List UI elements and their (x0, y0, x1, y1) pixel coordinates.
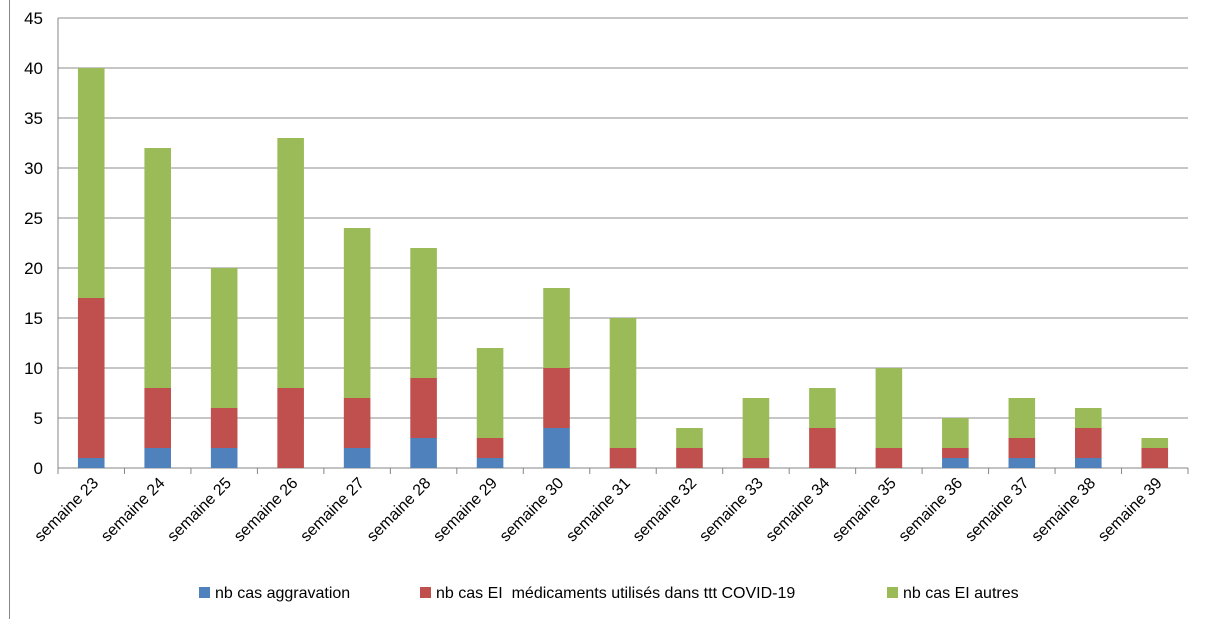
y-tick-label: 5 (34, 409, 43, 428)
legend-label-series-2: nb cas EI médicaments utilisés dans ttt … (436, 585, 795, 602)
legend-swatch-series-2 (420, 587, 431, 598)
bar-segment-series-2 (609, 448, 637, 468)
bar-segment-series-3 (942, 418, 969, 448)
bar-segment-series-3 (809, 388, 836, 428)
bar-segment-series-2 (277, 388, 304, 468)
y-tick-label: 30 (24, 159, 43, 178)
x-tick-label: semaine 31 (563, 475, 634, 546)
bar-segment-series-1 (144, 448, 171, 468)
x-tick-label: semaine 37 (962, 475, 1033, 546)
y-tick-label: 0 (34, 459, 43, 478)
bar-segment-series-2 (77, 298, 105, 458)
bar-segment-series-2 (410, 378, 437, 438)
bar-segment-series-2 (942, 448, 969, 458)
bar-segment-series-2 (676, 448, 703, 468)
bar-segment-series-2 (1141, 448, 1169, 468)
y-tick-label: 45 (24, 9, 43, 28)
bar-segment-series-2 (144, 388, 171, 448)
bars (77, 68, 1169, 468)
legend-swatch-series-3 (887, 587, 898, 598)
bar-segment-series-3 (676, 428, 703, 448)
y-tick-label: 40 (24, 59, 43, 78)
bar-segment-series-1 (410, 438, 437, 468)
x-tick-label: semaine 25 (164, 475, 235, 546)
legend: nb cas aggravation nb cas EI médicaments … (199, 585, 1019, 602)
left-border-line (9, 0, 10, 619)
bar-segment-series-3 (343, 228, 371, 398)
bar-segment-series-2 (476, 438, 504, 458)
bar-segment-series-2 (875, 448, 903, 468)
bar-segment-series-3 (410, 248, 437, 378)
bar-segment-series-3 (277, 138, 304, 388)
bar-segment-series-3 (543, 288, 570, 368)
bar-segment-series-3 (1075, 408, 1102, 428)
bar-segment-series-3 (742, 398, 770, 458)
bar-segment-series-1 (210, 448, 238, 468)
gridlines (57, 17, 1188, 469)
bar-segment-series-1 (1008, 458, 1036, 468)
x-tick-label: semaine 36 (896, 475, 967, 546)
y-tick-label: 25 (24, 209, 43, 228)
x-tick-label: semaine 34 (763, 475, 834, 546)
bar-segment-series-2 (543, 368, 570, 428)
y-tick-label: 10 (24, 359, 43, 378)
bar-segment-series-1 (77, 458, 105, 468)
y-tick-label: 15 (24, 309, 43, 328)
bar-segment-series-3 (875, 368, 903, 448)
y-tick-label: 20 (24, 259, 43, 278)
bar-segment-series-1 (476, 458, 504, 468)
bar-segment-series-1 (1075, 458, 1102, 468)
bar-segment-series-1 (543, 428, 570, 468)
bar-segment-series-2 (1008, 438, 1036, 458)
bar-segment-series-2 (210, 408, 238, 448)
bar-segment-series-3 (210, 268, 238, 408)
x-tick-label: semaine 39 (1095, 475, 1166, 546)
bar-segment-series-1 (942, 458, 969, 468)
x-tick-label: semaine 38 (1029, 475, 1100, 546)
bar-segment-series-3 (1141, 438, 1169, 448)
bar-segment-series-3 (144, 148, 171, 388)
x-tick-label: semaine 23 (32, 475, 103, 546)
bar-segment-series-3 (476, 348, 504, 438)
y-axis-tick-labels: 0 5 10 15 20 25 30 35 40 45 (24, 9, 43, 478)
y-tick-label: 35 (24, 109, 43, 128)
x-tick-label: semaine 26 (231, 475, 302, 546)
legend-label-series-1: nb cas aggravation (215, 585, 350, 602)
x-tick-label: semaine 28 (364, 475, 435, 546)
x-tick-label: semaine 33 (696, 475, 767, 546)
bar-segment-series-2 (809, 428, 836, 468)
bar-segment-series-2 (343, 398, 371, 448)
bar-segment-series-3 (1008, 398, 1036, 438)
bar-segment-series-2 (742, 458, 770, 468)
x-tick-label: semaine 35 (829, 475, 900, 546)
bar-segment-series-1 (343, 448, 371, 468)
x-tick-label: semaine 24 (98, 475, 169, 546)
bar-segment-series-3 (77, 68, 105, 298)
bar-segment-series-3 (609, 318, 637, 448)
x-tick-label: semaine 27 (297, 475, 368, 546)
x-tick-label: semaine 32 (630, 475, 701, 546)
legend-label-series-3: nb cas EI autres (903, 585, 1019, 602)
x-tick-label: semaine 29 (430, 475, 501, 546)
legend-swatch-series-1 (199, 587, 210, 598)
x-tick-label: semaine 30 (497, 475, 568, 546)
bar-segment-series-2 (1075, 428, 1102, 458)
